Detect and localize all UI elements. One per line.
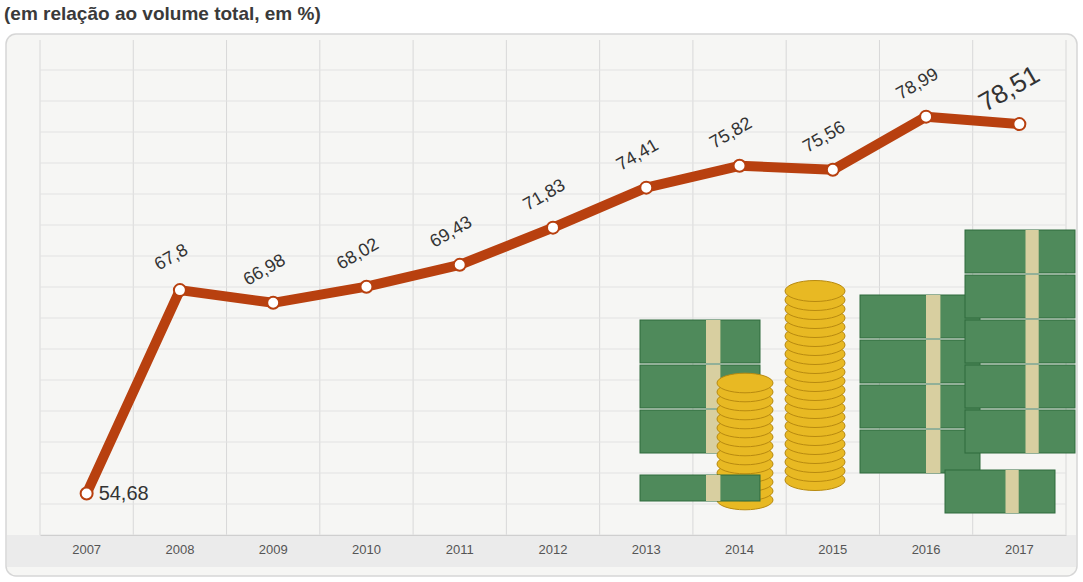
- grid-line: [40, 101, 1066, 102]
- x-tick-label: 2012: [539, 542, 568, 557]
- data-label: 69,43: [426, 212, 475, 252]
- grid-line: [40, 535, 1066, 536]
- data-point: [640, 182, 652, 194]
- data-line: [87, 117, 1020, 494]
- coin: [717, 373, 773, 393]
- bill-stack: [860, 385, 980, 428]
- column-divider: [506, 40, 507, 565]
- grid-line: [40, 70, 1066, 71]
- bill-stack: [640, 475, 760, 501]
- bill-stack: [965, 410, 1075, 453]
- x-tick: 2013: [632, 535, 661, 557]
- x-tick-label: 2013: [632, 542, 661, 557]
- x-tick: 2011: [446, 535, 474, 557]
- bill-band: [926, 295, 940, 338]
- x-tick: 2007: [72, 535, 101, 557]
- y-grid: [40, 70, 1066, 535]
- x-tick: 2010: [352, 535, 381, 557]
- data-point: [454, 259, 466, 271]
- bill-stack: [965, 365, 1075, 408]
- x-tick: 2015: [818, 535, 847, 557]
- grid-line: [40, 256, 1066, 257]
- bill-band: [926, 430, 940, 473]
- data-label: 71,83: [519, 175, 568, 215]
- data-point: [734, 160, 746, 172]
- data-point: [1013, 118, 1025, 130]
- data-point: [81, 487, 93, 499]
- x-tick-label: 2007: [72, 542, 101, 557]
- plot-marks: [81, 111, 1026, 500]
- panel-background: [6, 34, 1077, 576]
- bill-stack: [860, 295, 980, 338]
- data-label: 75,82: [706, 113, 755, 153]
- grid-line: [40, 132, 1066, 133]
- data-label: 74,41: [613, 135, 662, 175]
- bill-band: [1026, 230, 1039, 273]
- bill-stack: [965, 230, 1075, 273]
- data-point: [360, 281, 372, 293]
- data-point: [267, 297, 279, 309]
- x-tick-label: 2016: [912, 542, 941, 557]
- bill-band: [706, 475, 720, 501]
- bill-band: [1026, 365, 1039, 408]
- bill-stack: [640, 320, 760, 363]
- column-divider: [319, 40, 320, 565]
- grid-line: [40, 504, 1066, 505]
- x-tick-label: 2009: [259, 542, 288, 557]
- x-tick: 2014: [725, 535, 754, 557]
- bill-band: [1006, 470, 1019, 513]
- money-illustration: [640, 230, 1075, 513]
- x-tick: 2008: [165, 535, 194, 557]
- data-label: 66,98: [240, 250, 289, 290]
- x-tick-label: 2015: [818, 542, 847, 557]
- x-tick-label: 2011: [446, 542, 474, 557]
- bill-band: [1026, 275, 1039, 318]
- column-divider: [40, 40, 41, 565]
- bill-stack: [945, 470, 1055, 513]
- bill-band: [926, 340, 940, 383]
- x-tick-label: 2017: [1005, 542, 1034, 557]
- x-tick-label: 2010: [352, 542, 381, 557]
- column-divider: [226, 40, 227, 565]
- x-axis-line: [41, 535, 1067, 536]
- x-tick: 2009: [259, 535, 288, 557]
- data-label: 54,68: [99, 482, 149, 504]
- column-divider: [599, 40, 600, 565]
- data-label: 78,99: [893, 64, 942, 104]
- data-point: [827, 164, 839, 176]
- data-label: 78,51: [973, 59, 1044, 118]
- bill-stack: [860, 340, 980, 383]
- chart-title: (em relação ao volume total, em %): [4, 3, 321, 24]
- x-axis: 2007 2008 2009 2010 2011 2012 2013 2014 2015 2016…: [41, 535, 1067, 557]
- coin: [785, 281, 845, 302]
- bill-band: [1026, 410, 1039, 453]
- x-axis-band: [7, 535, 1076, 567]
- bill-stack: [965, 320, 1075, 363]
- x-tick: 2012: [539, 535, 568, 557]
- column-divider: [413, 40, 414, 565]
- data-label: 67,8: [151, 239, 191, 274]
- bill-stack: [965, 275, 1075, 318]
- chart-root: (em relação ao volume total, em %)200720…: [0, 0, 1083, 582]
- x-tick: 2016: [912, 535, 941, 557]
- x-tick: 2017: [1005, 535, 1034, 557]
- data-point: [547, 222, 559, 234]
- bill-band: [1026, 320, 1039, 363]
- grid-line: [40, 163, 1066, 164]
- data-label: 68,02: [333, 234, 382, 274]
- bill-band: [706, 320, 720, 363]
- data-label: 75,56: [799, 117, 848, 157]
- column-dividers: [40, 40, 1066, 565]
- bill-band: [926, 385, 940, 428]
- bill-stack: [860, 430, 980, 473]
- data-labels: 54,68 67,8 66,98 68,02 69,43 71,83 74,41 75,82 7…: [99, 59, 1045, 504]
- data-point: [920, 111, 932, 123]
- x-tick-label: 2014: [725, 542, 754, 557]
- x-tick-label: 2008: [165, 542, 194, 557]
- data-point: [174, 284, 186, 296]
